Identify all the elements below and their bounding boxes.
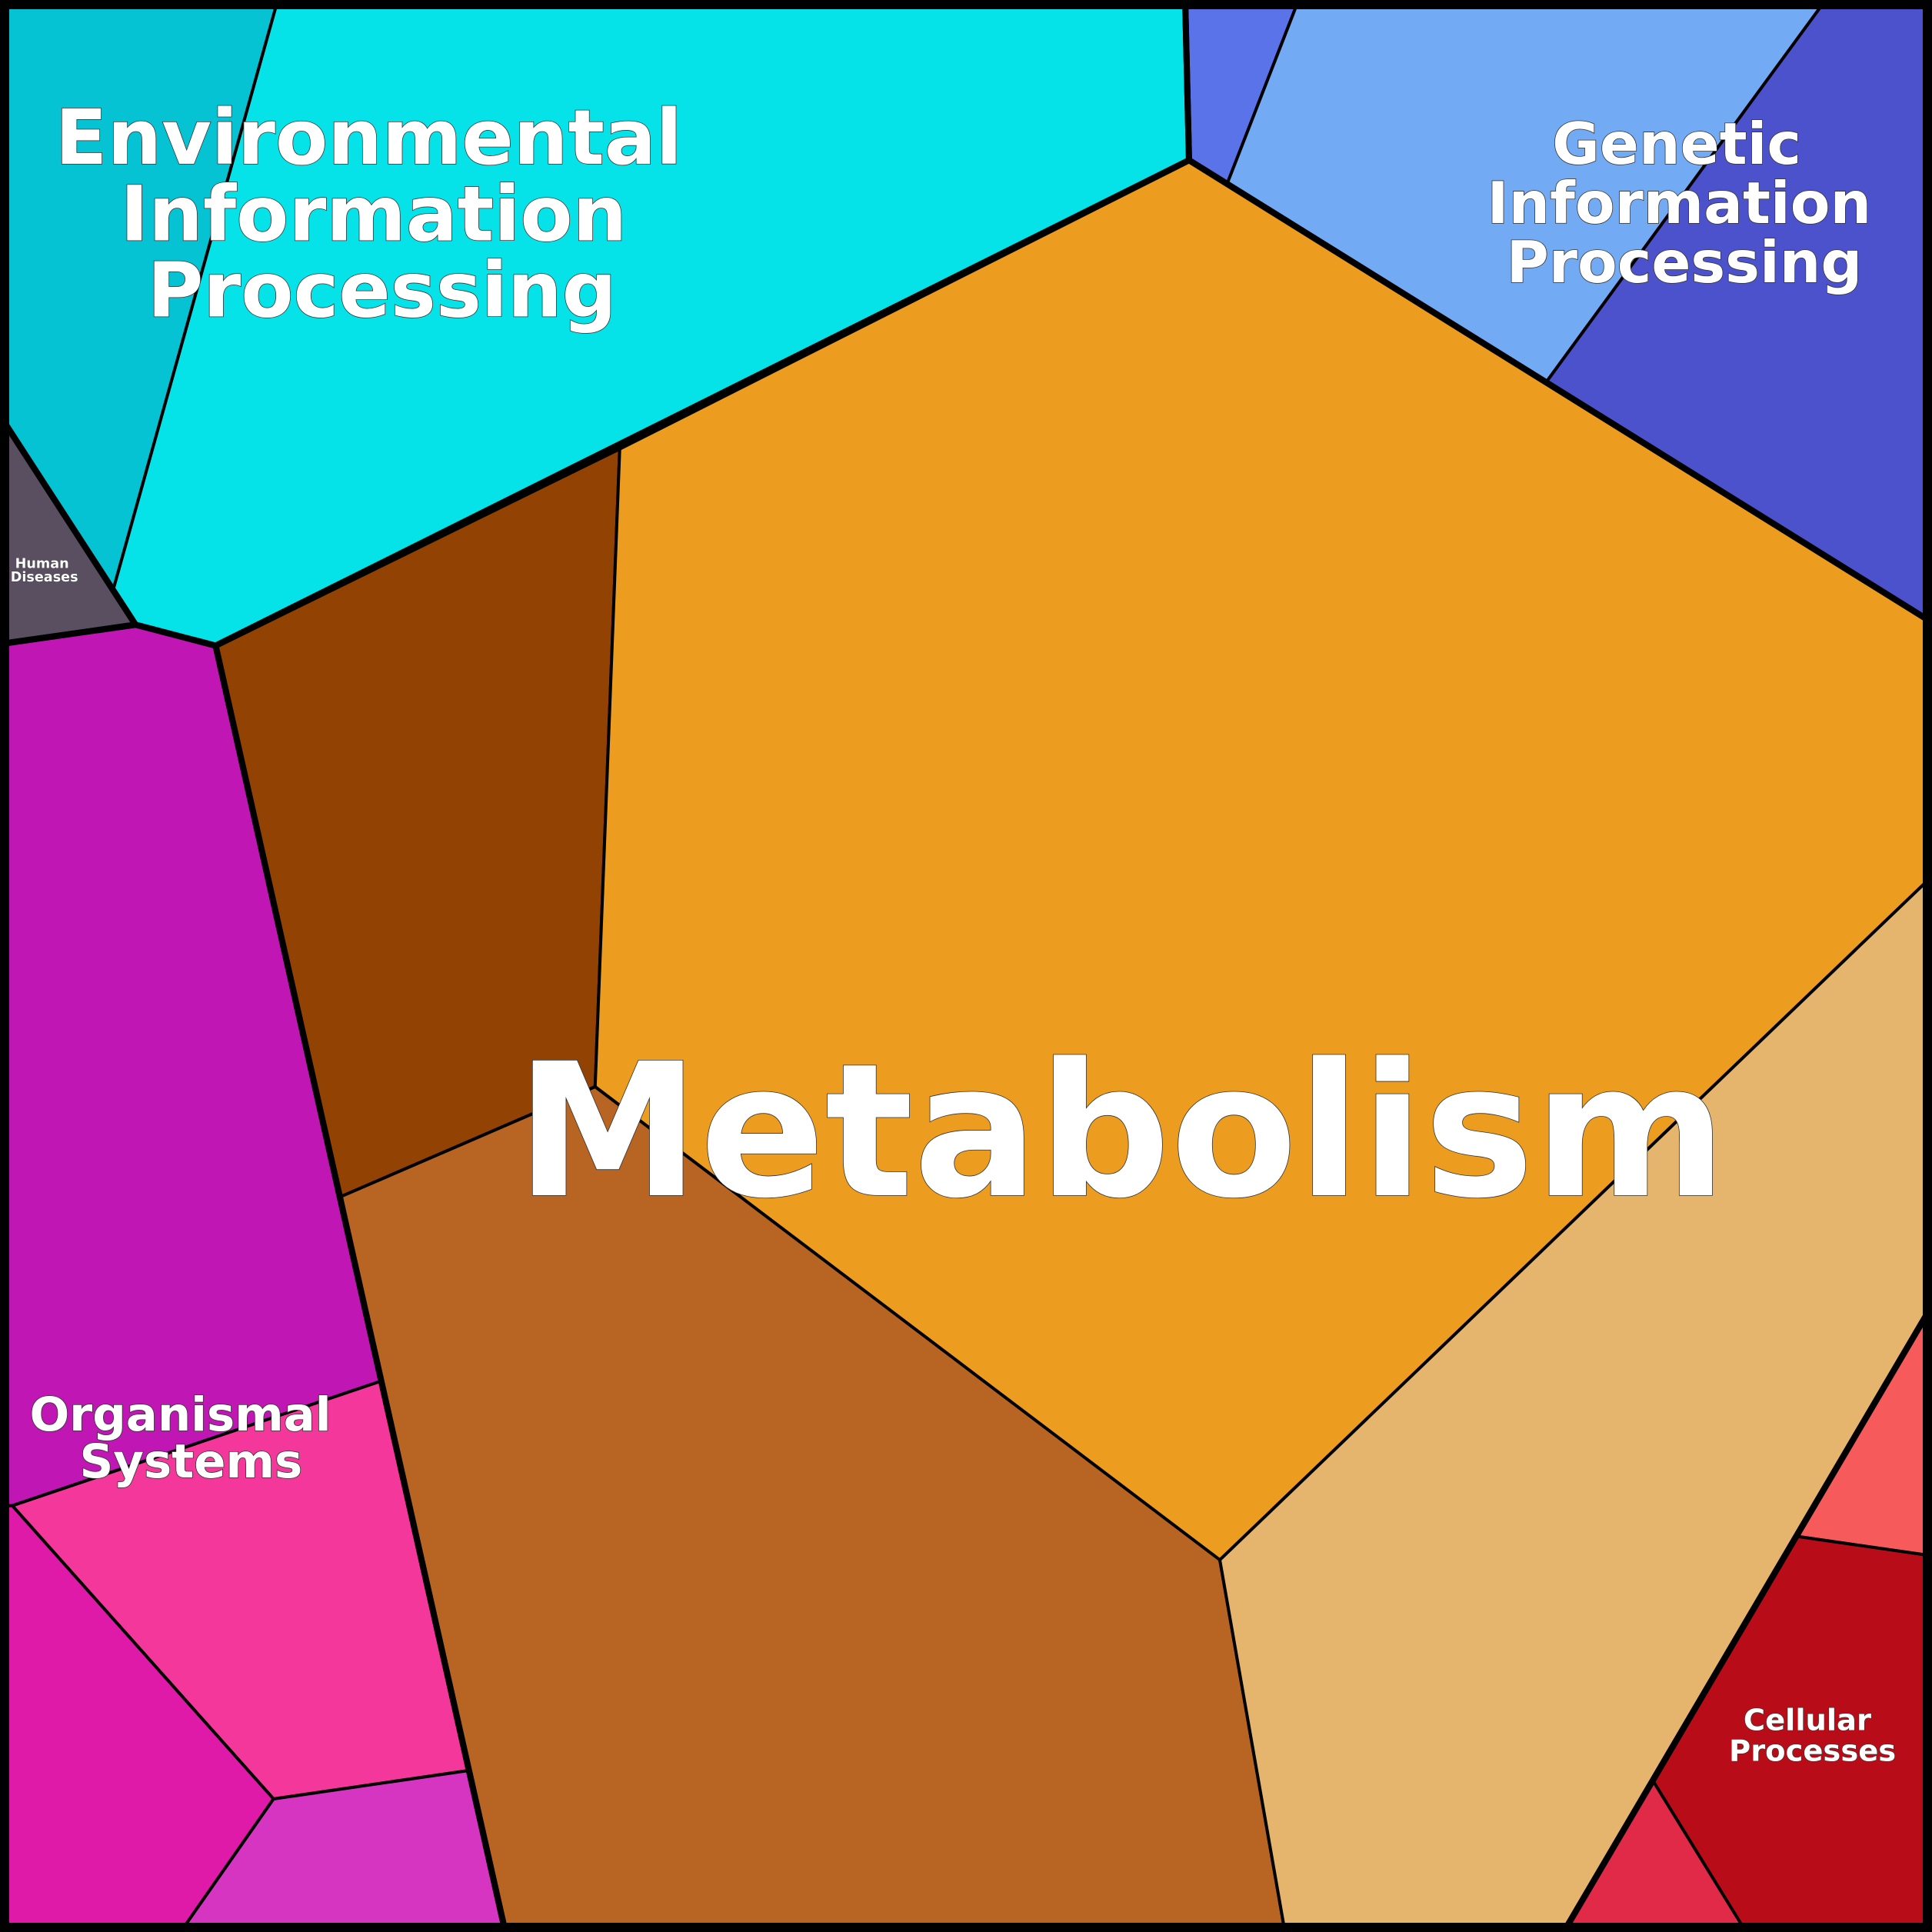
region-label: Metabolism bbox=[516, 1024, 1727, 1239]
label-line: Metabolism bbox=[516, 1024, 1727, 1239]
label-line: Genetic bbox=[1552, 110, 1801, 178]
label-line: Information bbox=[1487, 169, 1872, 237]
label-line: Processing bbox=[147, 247, 616, 335]
region-label: Human Diseases bbox=[11, 557, 78, 586]
region-label: Genetic Information Processing bbox=[1487, 110, 1892, 296]
region-label: Organismal Systems bbox=[29, 1387, 347, 1489]
region-label: Cellular Processes bbox=[1729, 1703, 1896, 1768]
label-line: Processing bbox=[1507, 228, 1863, 296]
label-line: Processes bbox=[1729, 1734, 1896, 1768]
label-line: Information bbox=[120, 170, 627, 258]
label-line: Diseases bbox=[11, 570, 78, 585]
label-line: Cellular bbox=[1744, 1703, 1871, 1737]
region-label: Environmental Information Processing bbox=[55, 94, 709, 335]
label-line: Organismal bbox=[29, 1387, 331, 1442]
label-line: Human bbox=[15, 557, 69, 572]
label-line: Environmental bbox=[55, 94, 682, 182]
label-line: Systems bbox=[79, 1434, 302, 1489]
